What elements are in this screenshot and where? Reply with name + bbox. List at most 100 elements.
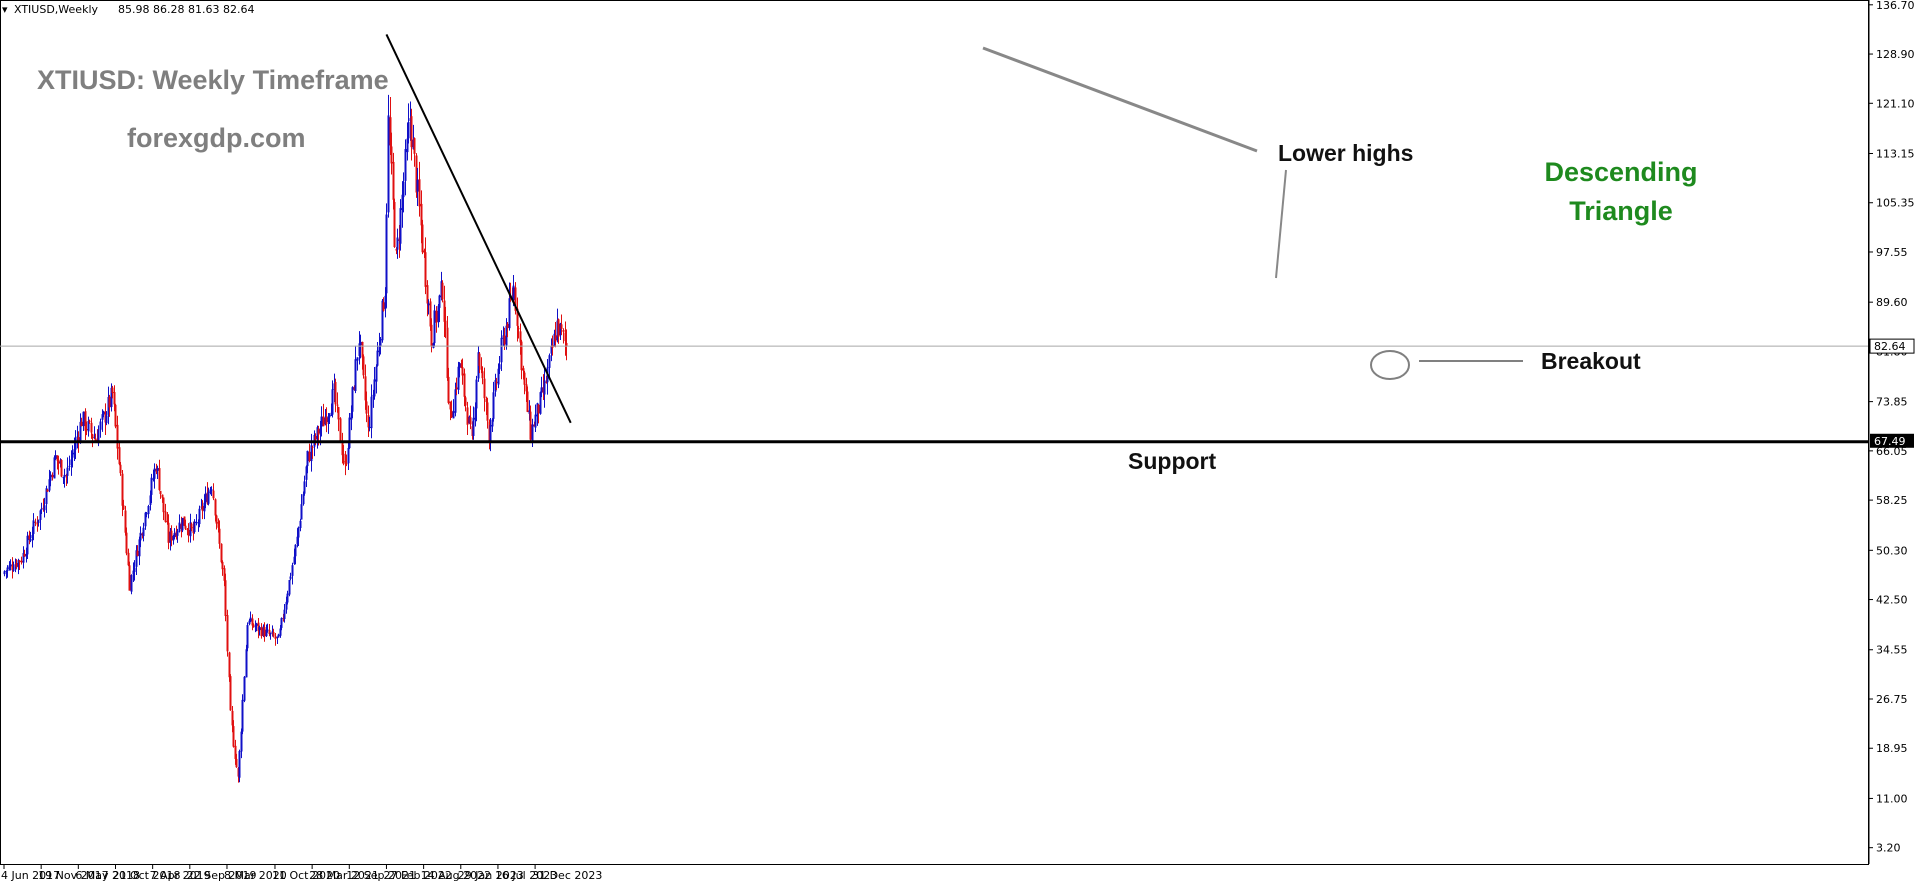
candle-body <box>461 367 464 376</box>
candle-body <box>241 699 244 732</box>
candle-body <box>135 550 138 567</box>
candle-body <box>506 323 509 328</box>
candle-body <box>94 438 97 441</box>
candle-body <box>334 381 337 405</box>
candle-body <box>365 401 368 414</box>
candle-body <box>108 396 111 408</box>
candle-body <box>166 520 169 523</box>
candle-body <box>209 489 212 493</box>
candle-body <box>190 523 193 529</box>
candle-body <box>550 346 553 354</box>
chart-title: XTIUSD: Weekly Timeframe <box>37 65 389 95</box>
candle-body <box>426 285 429 304</box>
candle-body <box>193 521 196 533</box>
candle-body <box>437 305 440 322</box>
candle-body <box>447 376 450 403</box>
candle-body <box>423 250 426 253</box>
candle-body <box>303 481 306 494</box>
candle-body <box>186 528 189 531</box>
candle-body <box>375 366 378 382</box>
candle-body <box>274 636 277 639</box>
candle-body <box>85 429 88 431</box>
candle-body <box>342 453 345 463</box>
candle-body <box>62 477 65 479</box>
x-tick-label: 12 Sep 2021 <box>346 869 416 882</box>
candle-body <box>435 310 438 323</box>
y-tick-label: 42.50 <box>1876 594 1908 607</box>
x-tick-label: 8 Mar 2020 <box>224 869 287 882</box>
drawings-layer <box>0 34 1868 444</box>
candle-body <box>306 450 309 467</box>
candle-body <box>29 538 32 541</box>
candle-body <box>31 535 34 539</box>
candle-body <box>404 149 407 181</box>
candle-body <box>138 539 141 557</box>
candle-body <box>221 561 224 570</box>
candle-body <box>101 414 104 420</box>
candle-body <box>240 731 243 752</box>
candle-body <box>327 416 330 422</box>
candle-body <box>381 300 384 341</box>
candle-body <box>376 350 379 366</box>
candle-body <box>195 521 198 523</box>
candle-body <box>36 522 39 525</box>
candle-body <box>472 417 475 436</box>
candle-body <box>543 380 546 395</box>
candle-body <box>150 477 153 495</box>
candle-body <box>63 474 66 478</box>
candle-body <box>364 376 367 401</box>
candle-body <box>248 620 251 625</box>
candle-body <box>255 623 258 626</box>
candle-body <box>296 536 299 545</box>
candle-body <box>234 745 237 759</box>
candle-body <box>245 649 248 678</box>
candle-body <box>384 295 387 309</box>
x-tick-label: 19 Nov 2017 <box>38 869 108 882</box>
candle-body <box>336 404 339 406</box>
candle-body <box>500 337 503 363</box>
candle-body <box>464 397 467 406</box>
candle-body <box>345 463 348 465</box>
y-tick-label: 26.75 <box>1876 693 1908 706</box>
candle-body <box>224 580 227 616</box>
candle-body <box>382 302 385 311</box>
candle-body <box>492 392 495 419</box>
candle-body <box>503 335 506 345</box>
candle-body <box>130 575 133 592</box>
candle-body <box>68 465 71 467</box>
y-axis: 136.70 128.90 121.10 113.15 105.35 97.55 89.60… <box>1868 0 1915 864</box>
candle-body <box>489 425 492 441</box>
candle-body <box>540 387 543 393</box>
candle-body <box>469 417 472 425</box>
candle-body <box>212 490 215 499</box>
candle-body <box>317 429 320 435</box>
candle-body <box>526 391 529 412</box>
candle-body <box>116 424 119 449</box>
breakout-label: Breakout <box>1541 348 1641 374</box>
candle-body <box>279 628 282 636</box>
header-menu-icon[interactable]: ▾ <box>2 3 8 16</box>
candle-body <box>427 303 430 306</box>
pattern-label-line1: Descending <box>1544 157 1697 187</box>
current-price-tag-label: 82.64 <box>1874 340 1906 353</box>
candle-body <box>46 489 49 492</box>
candle-body <box>162 497 165 513</box>
candle-body <box>258 627 261 631</box>
candle-body <box>20 560 23 563</box>
candle-body <box>367 415 370 428</box>
candles-layer <box>3 94 568 783</box>
candle-body <box>519 331 522 343</box>
candle-body <box>385 214 388 294</box>
candle-body <box>243 676 246 701</box>
x-tick-label: 27 Feb 2022 <box>383 869 451 882</box>
candle-body <box>497 368 500 385</box>
candle-body <box>66 467 69 476</box>
candle-body <box>370 396 373 429</box>
candle-body <box>110 387 113 407</box>
candle-body <box>132 570 135 575</box>
candle-body <box>49 474 52 481</box>
candle-body <box>406 138 409 153</box>
lower-highs-label: Lower highs <box>1278 140 1413 166</box>
